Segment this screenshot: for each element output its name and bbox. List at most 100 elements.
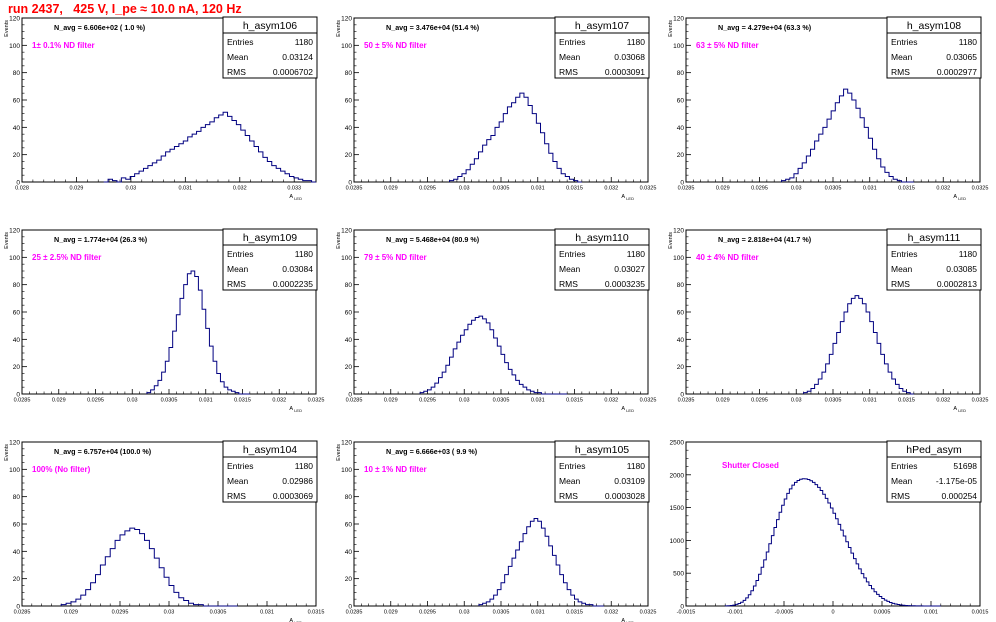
stats-label: Entries bbox=[559, 461, 585, 471]
stats-value: 0.03027 bbox=[614, 264, 645, 274]
stats-label: Mean bbox=[559, 52, 581, 62]
x-tick-label: 0.028 bbox=[15, 186, 29, 192]
x-tick-label: 0.031 bbox=[531, 398, 545, 404]
stats-title: h_asym106 bbox=[243, 20, 297, 32]
y-axis-title: Events bbox=[336, 232, 342, 249]
stats-box bbox=[554, 32, 650, 79]
histogram-line bbox=[478, 518, 604, 607]
x-tick-label: 0.029 bbox=[716, 186, 730, 192]
y-tick-label: 40 bbox=[677, 337, 685, 344]
x-axis-title: A LED bbox=[289, 406, 302, 413]
x-tick-label: 0.031 bbox=[178, 186, 192, 192]
x-axis-title: A LED bbox=[289, 194, 302, 201]
y-tick-label: 80 bbox=[13, 70, 21, 77]
stats-label: Entries bbox=[227, 461, 253, 471]
stats-label: Entries bbox=[891, 249, 917, 259]
stats-value: 0.0002977 bbox=[937, 67, 977, 77]
x-tick-label: 0.031 bbox=[199, 398, 213, 404]
stats-label: Mean bbox=[227, 52, 249, 62]
y-tick-label: 2500 bbox=[670, 440, 685, 447]
stats-label: RMS bbox=[559, 67, 578, 77]
filter-label: 50 ± 5% ND filter bbox=[364, 41, 427, 50]
y-tick-label: 60 bbox=[13, 522, 21, 529]
filter-label: 100% (No filter) bbox=[32, 465, 91, 474]
stats-label: Entries bbox=[891, 37, 917, 47]
x-tick-label: 0.0315 bbox=[898, 398, 915, 404]
stats-label: Mean bbox=[891, 264, 913, 274]
x-tick-label: 0.0285 bbox=[14, 610, 31, 616]
x-tick-label: 0.0305 bbox=[825, 398, 842, 404]
x-tick-label: 0.0015 bbox=[972, 610, 989, 616]
stats-title: hPed_asym bbox=[906, 444, 962, 456]
y-tick-label: 0 bbox=[16, 180, 20, 187]
x-tick-label: 0.0285 bbox=[346, 610, 363, 616]
x-axis-title: A LED bbox=[621, 406, 634, 413]
x-tick-label: 0.0325 bbox=[640, 610, 657, 616]
y-tick-label: 80 bbox=[345, 70, 353, 77]
y-tick-label: 60 bbox=[345, 98, 353, 105]
stats-label: RMS bbox=[891, 279, 910, 289]
x-tick-label: 0.03 bbox=[459, 186, 470, 192]
y-tick-label: 20 bbox=[13, 576, 21, 583]
y-tick-label: 0 bbox=[348, 392, 352, 399]
navg-label: N_avg = 6.666e+03 ( 9.9 %) bbox=[386, 447, 478, 456]
x-tick-label: 0.0315 bbox=[898, 186, 915, 192]
x-axis-title: A LED bbox=[953, 406, 966, 413]
histogram-panel: 0 20 40 60 80 100 120 0.0285 0.029 0.0295 0.03 0.03… bbox=[336, 440, 656, 622]
stats-label: Mean bbox=[891, 52, 913, 62]
stats-value: 1180 bbox=[959, 37, 978, 47]
x-tick-label: 0.03 bbox=[126, 186, 137, 192]
y-tick-label: 80 bbox=[13, 494, 21, 501]
navg-label: N_avg = 4.279e+04 (63.3 %) bbox=[718, 23, 812, 32]
y-tick-label: 80 bbox=[13, 282, 21, 289]
x-tick-label: 0.0325 bbox=[640, 186, 657, 192]
y-tick-label: 0 bbox=[348, 604, 352, 611]
stats-value: 51698 bbox=[953, 461, 977, 471]
x-tick-label: 0.03 bbox=[791, 186, 802, 192]
x-tick-label: 0.032 bbox=[604, 186, 618, 192]
stats-label: Entries bbox=[227, 37, 253, 47]
x-tick-label: 0.0295 bbox=[419, 610, 436, 616]
y-tick-label: 80 bbox=[345, 494, 353, 501]
x-tick-label: 0.0295 bbox=[419, 398, 436, 404]
stats-label: Mean bbox=[559, 264, 581, 274]
y-tick-label: 60 bbox=[13, 310, 21, 317]
x-tick-label: 0.0305 bbox=[493, 398, 510, 404]
stats-label: Mean bbox=[559, 476, 581, 486]
x-tick-label: 0.0305 bbox=[210, 610, 227, 616]
histogram-panel: 0 20 40 60 80 100 120 0.0285 0.029 0.0295 0.03 0.03… bbox=[336, 228, 656, 414]
x-tick-label: 0.0295 bbox=[87, 398, 104, 404]
x-tick-label: 0.0295 bbox=[112, 610, 129, 616]
histogram-panel: 0 20 40 60 80 100 120 0.0285 0.029 0.0295 0.03 0.03… bbox=[668, 16, 988, 202]
x-tick-label: 0.0315 bbox=[566, 398, 583, 404]
x-tick-label: 0.0315 bbox=[308, 610, 325, 616]
stats-value: 0.0003235 bbox=[605, 279, 645, 289]
x-tick-label: 0.0325 bbox=[308, 398, 325, 404]
navg-label: N_avg = 6.606e+02 ( 1.0 %) bbox=[54, 23, 146, 32]
x-tick-label: -0.0015 bbox=[677, 610, 696, 616]
y-tick-label: 100 bbox=[9, 467, 20, 474]
x-tick-label: 0.031 bbox=[863, 186, 877, 192]
filter-label: 1± 0.1% ND filter bbox=[32, 41, 95, 50]
y-tick-label: 120 bbox=[341, 228, 352, 235]
y-tick-label: 60 bbox=[13, 98, 21, 105]
y-tick-label: 0 bbox=[348, 180, 352, 187]
y-tick-label: 1500 bbox=[670, 505, 685, 512]
y-axis-title: Events bbox=[668, 20, 674, 37]
y-tick-label: 60 bbox=[677, 310, 685, 317]
x-tick-label: 0.031 bbox=[260, 610, 274, 616]
x-tick-label: 0.0325 bbox=[972, 398, 989, 404]
x-tick-label: 0.0325 bbox=[972, 186, 989, 192]
x-tick-label: 0.0295 bbox=[751, 398, 768, 404]
y-axis-title: Events bbox=[336, 444, 342, 461]
x-tick-label: 0.0285 bbox=[14, 398, 31, 404]
histogram-panel: 0 20 40 60 80 100 120 0.0285 0.029 0.0295 0.03 0.03… bbox=[4, 228, 324, 414]
x-tick-label: 0.029 bbox=[716, 398, 730, 404]
stats-label: Entries bbox=[227, 249, 253, 259]
x-tick-label: 0.031 bbox=[863, 398, 877, 404]
navg-label: N_avg = 1.774e+04 (26.3 %) bbox=[54, 235, 148, 244]
y-tick-label: 40 bbox=[345, 125, 353, 132]
y-tick-label: 0 bbox=[16, 604, 20, 611]
y-tick-label: 80 bbox=[345, 282, 353, 289]
histogram-line bbox=[146, 270, 250, 395]
